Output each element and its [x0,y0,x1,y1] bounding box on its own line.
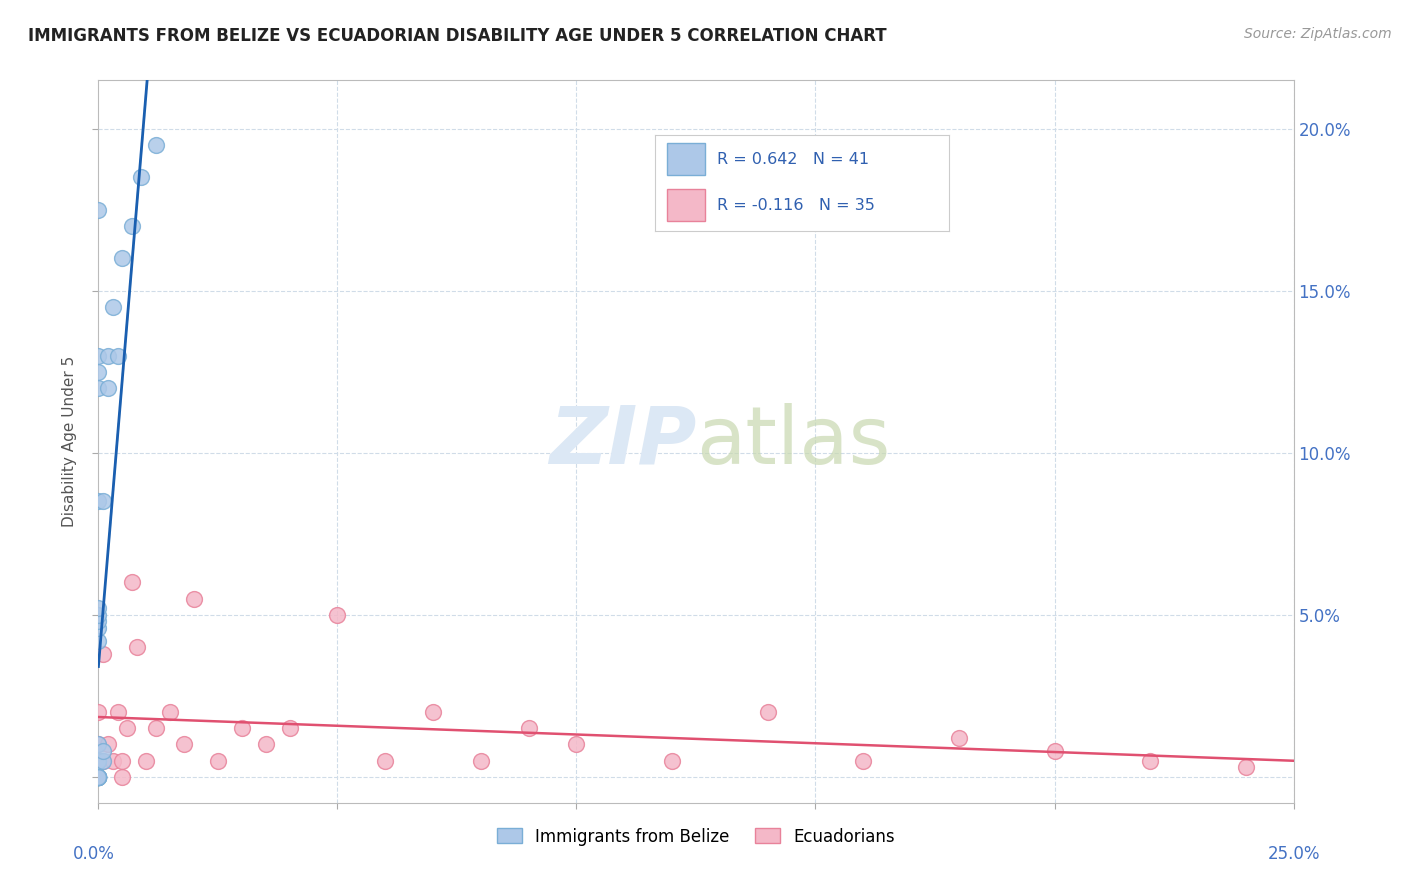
Text: Source: ZipAtlas.com: Source: ZipAtlas.com [1244,27,1392,41]
Point [125,640,148,655]
FancyBboxPatch shape [666,144,706,175]
Point [87,770,110,784]
Point [278,721,301,735]
Text: ZIP: ZIP [548,402,696,481]
Point [87,770,110,784]
Point [517,721,540,735]
Point [101,754,124,768]
Point [87,770,110,784]
Point [948,731,970,745]
Point [87,770,110,784]
Point [91,494,114,508]
Point [121,575,143,590]
Point [756,705,779,719]
Point [87,770,110,784]
Point [374,754,396,768]
Text: R = -0.116   N = 35: R = -0.116 N = 35 [717,198,875,212]
Point [111,770,134,784]
Point [111,754,134,768]
Point [91,754,114,768]
Point [565,738,588,752]
Point [661,754,683,768]
Point [87,738,110,752]
Point [87,770,110,784]
Point [852,754,875,768]
Point [87,754,110,768]
Point [87,601,110,615]
Point [107,349,129,363]
Text: 25.0%: 25.0% [1267,845,1320,863]
Point [87,202,110,217]
Point [87,770,110,784]
Point [87,770,110,784]
Point [87,770,110,784]
FancyBboxPatch shape [666,189,706,221]
Point [111,252,134,266]
Legend: Immigrants from Belize, Ecuadorians: Immigrants from Belize, Ecuadorians [491,821,901,852]
Point [87,738,110,752]
Point [1234,760,1257,774]
Point [87,615,110,629]
Text: 0.0%: 0.0% [73,845,114,863]
Point [87,770,110,784]
Point [207,754,229,768]
Point [87,494,110,508]
Point [173,738,195,752]
Point [115,721,138,735]
Point [97,349,120,363]
Y-axis label: Disability Age Under 5: Disability Age Under 5 [62,356,77,527]
Point [1043,744,1066,758]
Point [87,607,110,622]
Point [145,138,167,153]
Point [97,381,120,395]
Point [131,170,153,185]
Point [87,349,110,363]
Point [87,365,110,379]
Point [135,754,157,768]
Point [87,633,110,648]
Point [470,754,492,768]
Text: R = 0.642   N = 41: R = 0.642 N = 41 [717,152,869,167]
Point [87,621,110,635]
Point [87,381,110,395]
Point [422,705,444,719]
Point [1139,754,1161,768]
Point [91,754,114,768]
Point [91,647,114,661]
Point [87,770,110,784]
Point [87,770,110,784]
Point [87,754,110,768]
Point [145,721,167,735]
Text: atlas: atlas [696,402,890,481]
Point [87,770,110,784]
Point [101,300,124,314]
Point [87,754,110,768]
Point [87,770,110,784]
Point [87,705,110,719]
Point [254,738,277,752]
Point [326,607,349,622]
Point [183,591,205,606]
Point [121,219,143,233]
Point [91,744,114,758]
Point [87,770,110,784]
Point [231,721,253,735]
Point [87,770,110,784]
Point [97,738,120,752]
Point [87,770,110,784]
Text: IMMIGRANTS FROM BELIZE VS ECUADORIAN DISABILITY AGE UNDER 5 CORRELATION CHART: IMMIGRANTS FROM BELIZE VS ECUADORIAN DIS… [28,27,887,45]
Point [107,705,129,719]
Point [159,705,181,719]
